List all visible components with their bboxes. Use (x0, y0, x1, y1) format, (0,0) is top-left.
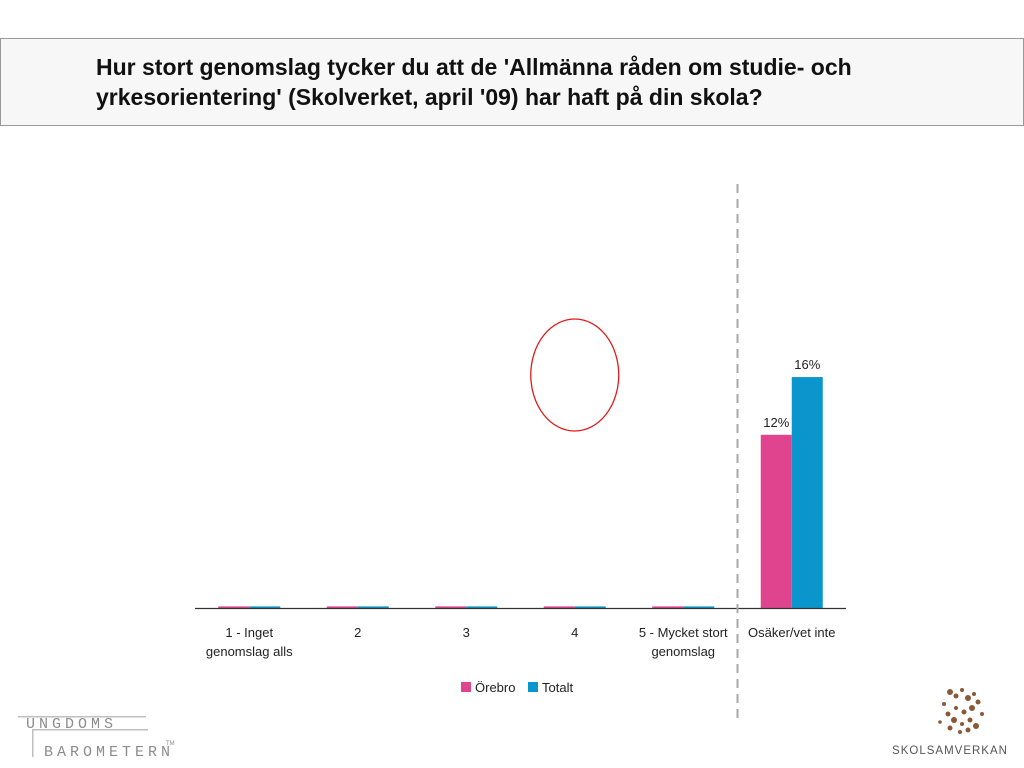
logo-skolsamverkan-text: SKOLSAMVERKAN (892, 745, 1008, 757)
bar-totalt-4 (574, 606, 606, 608)
bars-layer (195, 184, 846, 722)
x-tick-label-1: genomslag alls (206, 644, 293, 659)
ungdomsbarometern-logo: UNGDOMS BAROMETERN TM (18, 716, 175, 761)
bar-orebro-6 (760, 434, 792, 608)
legend-label-orebro: Örebro (475, 680, 515, 695)
data-label-orebro-6: 12% (763, 415, 789, 430)
bar-totalt-3 (466, 606, 498, 608)
bar-totalt-6 (791, 377, 823, 608)
x-tick-label-5: genomslag (651, 644, 715, 659)
x-tick-label-4: 4 (571, 625, 578, 640)
logo-ungdoms-text: UNGDOMS (26, 716, 117, 733)
bar-totalt-5 (683, 606, 715, 608)
bar-orebro-2 (326, 606, 358, 608)
x-tick-label-6: Osäker/vet inte (748, 625, 835, 640)
bar-totalt-2 (357, 606, 389, 608)
title-box: Hur stort genomslag tycker du att de 'Al… (0, 38, 1024, 126)
data-label-totalt-6: 16% (794, 357, 820, 372)
bar-orebro-4 (543, 606, 575, 608)
skolsamverkan-logo: SKOLSAMVERKAN (892, 688, 1008, 757)
chart-title: Hur stort genomslag tycker du att de 'Al… (96, 54, 852, 110)
logo-barometern-text: BAROMETERN (44, 744, 174, 761)
legend-swatch-orebro (461, 682, 471, 692)
bar-totalt-1 (249, 606, 281, 608)
legend: Örebro Totalt (461, 680, 573, 695)
x-tick-label-1: 1 - Inget (225, 625, 273, 640)
x-tick-label-2: 2 (354, 625, 361, 640)
x-tick-label-3: 3 (463, 625, 470, 640)
highlight-circle (530, 318, 620, 432)
skolsamverkan-mark-icon (938, 688, 984, 734)
bar-orebro-3 (435, 606, 467, 608)
bar-orebro-5 (652, 606, 684, 608)
x-tick-label-5: 5 - Mycket stort (639, 625, 728, 640)
logo-tm-text: TM (166, 741, 175, 747)
labels-layer: 1 - Inget genomslag alls 2 3 4 5 - Mycket sto… (206, 357, 836, 659)
legend-label-totalt: Totalt (542, 680, 573, 695)
bar-orebro-1 (218, 606, 250, 608)
legend-swatch-totalt (528, 682, 538, 692)
